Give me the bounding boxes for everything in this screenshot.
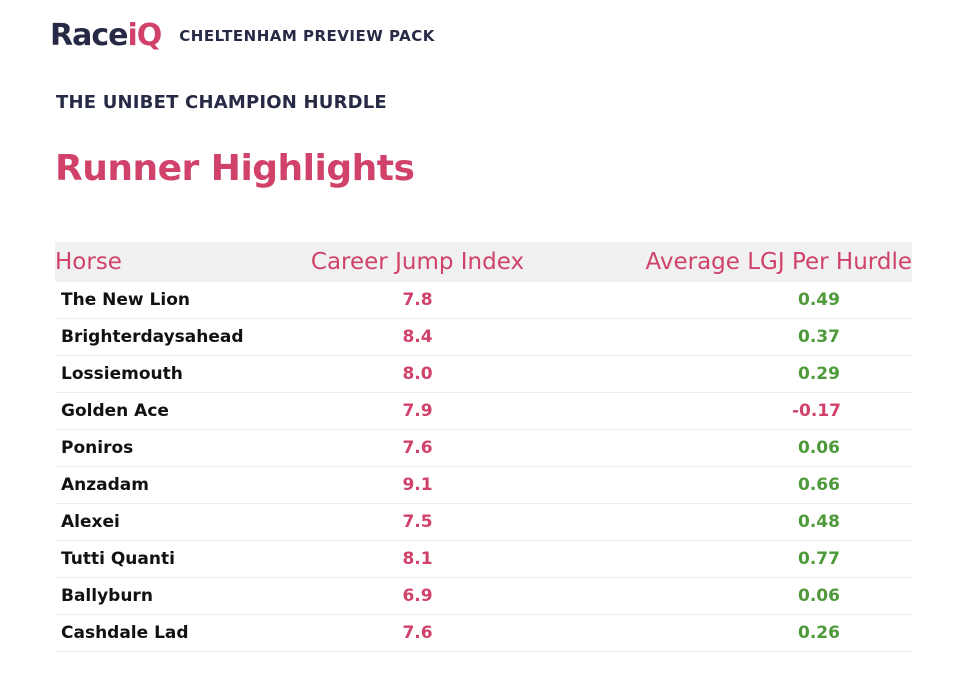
career-jump-index-value: 7.6 [285, 614, 550, 652]
table-row: Alexei 7.5 0.48 [55, 503, 912, 541]
runner-highlights-table: Horse Career Jump Index Average LGJ Per … [55, 242, 912, 652]
career-jump-index-value: 8.1 [285, 540, 550, 578]
career-jump-index-value: 7.9 [285, 392, 550, 430]
header-brand: RaceiQ CHELTENHAM PREVIEW PACK [50, 18, 435, 54]
table-header: Horse Career Jump Index Average LGJ Per … [55, 242, 912, 282]
horse-name: Lossiemouth [55, 355, 285, 393]
average-lgj-value: 0.49 [550, 282, 912, 319]
header-career-jump-index: Career Jump Index [285, 242, 550, 282]
table-row: Anzadam 9.1 0.66 [55, 466, 912, 504]
average-lgj-value: 0.48 [550, 503, 912, 541]
table-row: The New Lion 7.8 0.49 [55, 282, 912, 319]
logo-race-text: Race [50, 18, 128, 53]
average-lgj-value: 0.66 [550, 466, 912, 504]
raceiq-logo: RaceiQ [50, 18, 162, 54]
table-header-row: Horse Career Jump Index Average LGJ Per … [55, 242, 912, 282]
horse-name: Anzadam [55, 466, 285, 504]
pack-title: CHELTENHAM PREVIEW PACK [179, 27, 435, 45]
table-body: The New Lion 7.8 0.49 Brighterdaysahead 8.4 0… [55, 282, 912, 652]
horse-name: Ballyburn [55, 577, 285, 615]
logo-iq-text: iQ [127, 18, 162, 53]
average-lgj-value: 0.77 [550, 540, 912, 578]
career-jump-index-value: 7.6 [285, 429, 550, 467]
career-jump-index-value: 7.8 [285, 282, 550, 319]
table-row: Cashdale Lad 7.6 0.26 [55, 614, 912, 652]
average-lgj-value: 0.06 [550, 577, 912, 615]
horse-name: The New Lion [55, 282, 285, 319]
table-row: Brighterdaysahead 8.4 0.37 [55, 318, 912, 356]
horse-name: Cashdale Lad [55, 614, 285, 652]
horse-name: Poniros [55, 429, 285, 467]
career-jump-index-value: 7.5 [285, 503, 550, 541]
horse-name: Tutti Quanti [55, 540, 285, 578]
table-row: Golden Ace 7.9 -0.17 [55, 392, 912, 430]
average-lgj-value: 0.26 [550, 614, 912, 652]
career-jump-index-value: 8.4 [285, 318, 550, 356]
race-name: THE UNIBET CHAMPION HURDLE [56, 92, 387, 113]
career-jump-index-value: 9.1 [285, 466, 550, 504]
average-lgj-value: 0.29 [550, 355, 912, 393]
career-jump-index-value: 8.0 [285, 355, 550, 393]
average-lgj-value: 0.06 [550, 429, 912, 467]
table-row: Lossiemouth 8.0 0.29 [55, 355, 912, 393]
horse-name: Golden Ace [55, 392, 285, 430]
section-title: Runner Highlights [55, 148, 415, 189]
header-average-lgj: Average LGJ Per Hurdle [550, 242, 912, 282]
table-row: Ballyburn 6.9 0.06 [55, 577, 912, 615]
average-lgj-value: 0.37 [550, 318, 912, 356]
average-lgj-value: -0.17 [550, 392, 912, 430]
horse-name: Alexei [55, 503, 285, 541]
header-horse: Horse [55, 242, 285, 282]
table-row: Tutti Quanti 8.1 0.77 [55, 540, 912, 578]
table-row: Poniros 7.6 0.06 [55, 429, 912, 467]
horse-name: Brighterdaysahead [55, 318, 285, 356]
career-jump-index-value: 6.9 [285, 577, 550, 615]
